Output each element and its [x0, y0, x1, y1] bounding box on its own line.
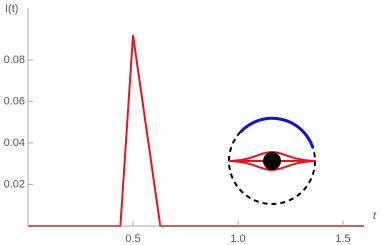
x-tick-label: 1.0	[230, 233, 245, 245]
y-tick-label: 0.04	[4, 137, 25, 149]
black-dot	[263, 152, 281, 170]
x-axis-label: t	[373, 210, 377, 222]
y-tick-label: 0.08	[4, 54, 25, 66]
inset-diagram	[228, 116, 317, 205]
blue-arc	[239, 116, 315, 149]
red-lens	[228, 150, 317, 172]
x-tick-label: 1.5	[335, 233, 350, 245]
data-line	[28, 34, 364, 227]
y-tick-label: 0.06	[4, 95, 25, 107]
x-tick-label: 0.5	[125, 233, 140, 245]
y-tick-label: 0.02	[4, 178, 25, 190]
y-axis-label: I(t)	[5, 3, 18, 15]
